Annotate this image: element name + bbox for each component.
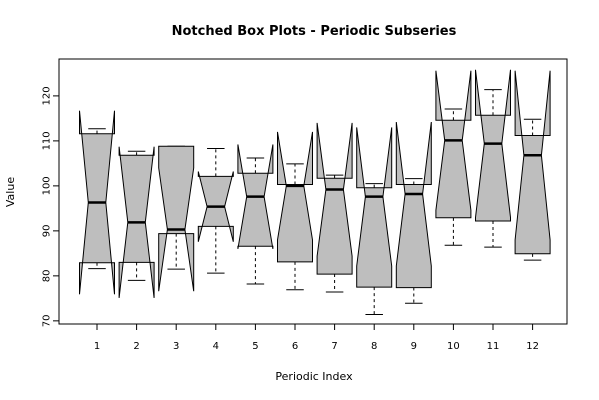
box-group-7 bbox=[316, 122, 353, 293]
x-tick-label: 11 bbox=[487, 341, 500, 352]
box-group-2 bbox=[118, 146, 155, 298]
box-body bbox=[356, 127, 393, 288]
x-tick-label: 4 bbox=[213, 341, 219, 352]
box-group-6 bbox=[277, 131, 313, 291]
y-tick-label: 90 bbox=[42, 225, 53, 238]
box-body bbox=[395, 121, 432, 289]
x-tick-label: 6 bbox=[292, 341, 298, 352]
x-tick-label: 7 bbox=[331, 341, 337, 352]
box-group-4 bbox=[197, 148, 234, 274]
x-axis: 1 2 3 4 5 6 7 8 9 10 11 12 bbox=[94, 323, 539, 352]
box-group-1 bbox=[79, 110, 115, 295]
box-body bbox=[316, 122, 353, 275]
box-body bbox=[475, 69, 511, 222]
y-tick-label: 110 bbox=[42, 131, 53, 150]
y-tick-label: 70 bbox=[42, 314, 53, 327]
x-tick-label: 10 bbox=[447, 341, 460, 352]
x-axis-label: Periodic Index bbox=[275, 370, 353, 383]
box-body bbox=[514, 70, 551, 255]
x-tick-label: 9 bbox=[411, 341, 417, 352]
y-axis: 70 80 90 100 110 120 bbox=[42, 86, 60, 327]
y-tick-label: 100 bbox=[42, 176, 53, 195]
box-group-12 bbox=[514, 70, 551, 261]
box-group-10 bbox=[435, 70, 472, 246]
y-axis-label: Value bbox=[4, 177, 17, 207]
x-tick-label: 1 bbox=[94, 341, 100, 352]
x-tick-label: 5 bbox=[252, 341, 258, 352]
y-tick-label: 120 bbox=[42, 86, 53, 105]
box-group-11 bbox=[475, 69, 511, 248]
box-group-5 bbox=[237, 144, 274, 285]
chart-title: Notched Box Plots - Periodic Subseries bbox=[172, 24, 457, 39]
x-tick-label: 8 bbox=[371, 341, 377, 352]
x-tick-label: 2 bbox=[133, 341, 139, 352]
x-tick-label: 3 bbox=[173, 341, 179, 352]
box-group-8 bbox=[356, 127, 393, 316]
box-series bbox=[79, 69, 551, 316]
box-body bbox=[277, 131, 313, 263]
box-group-9 bbox=[395, 121, 432, 304]
box-body bbox=[158, 145, 195, 292]
box-group-3 bbox=[158, 145, 195, 292]
x-tick-label: 12 bbox=[526, 341, 539, 352]
y-tick-label: 80 bbox=[42, 269, 53, 282]
box-body bbox=[435, 70, 472, 219]
